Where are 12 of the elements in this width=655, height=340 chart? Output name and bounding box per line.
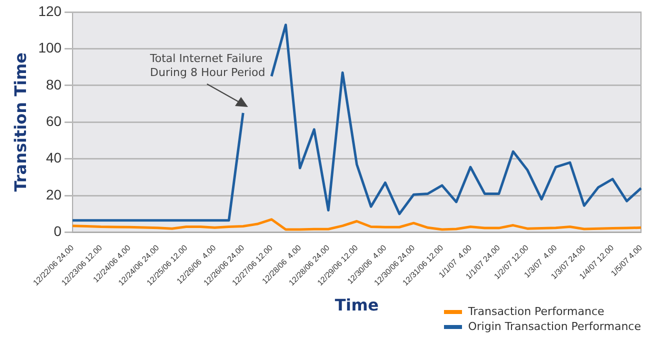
y-tick-label: 40 [46,150,62,166]
y-tick-label: 20 [46,186,62,202]
annotation: Total Internet Failure During 8 Hour Period [150,52,266,80]
y-tick-label: 120 [38,2,62,19]
legend-label: Transaction Performance [467,304,606,319]
y-tick-label: 60 [46,112,62,129]
y-tick-label: 0 [54,223,62,240]
legend-label: Origin Transaction Performance [467,319,641,334]
x-axis-title: Time [334,296,379,315]
y-tick-label: 80 [46,76,62,92]
y-tick-label: 100 [38,40,62,56]
y-axis-title: Transition Time [10,52,30,192]
